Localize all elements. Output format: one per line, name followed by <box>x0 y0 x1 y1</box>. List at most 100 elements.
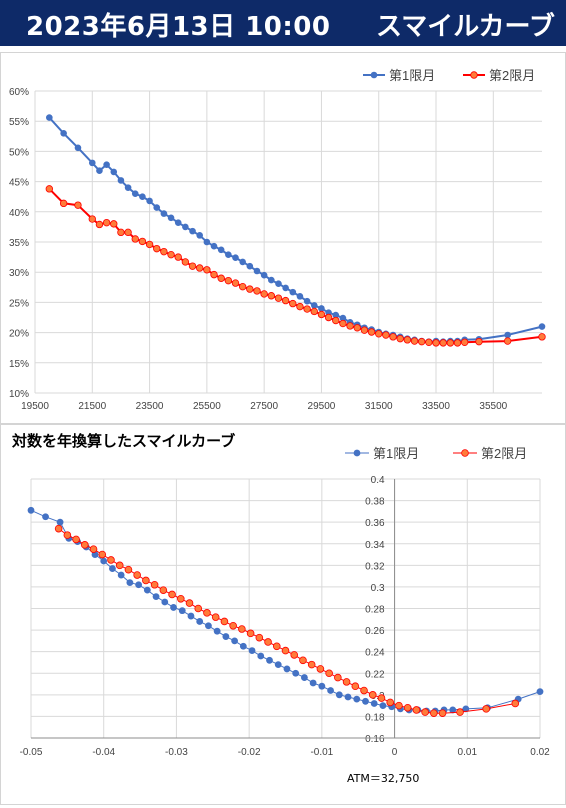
chart1-series2-point <box>231 279 240 287</box>
chart2-ytick-label: 0.22 <box>365 669 385 680</box>
chart2-series2-point <box>438 709 447 717</box>
chart1-ytick-label: 25% <box>9 298 29 309</box>
chart2-series2-point <box>482 705 490 713</box>
chart2-series1-point <box>292 669 300 677</box>
chart1-series1-point <box>289 288 297 296</box>
chart2-series1-point <box>327 687 334 694</box>
chart2-series2-point <box>168 590 176 599</box>
chart1-series2-point <box>439 339 447 347</box>
chart2-ytick-label: 0.38 <box>365 497 385 508</box>
chart1-series2-point <box>281 296 290 305</box>
chart2-ytick-label: 0.24 <box>365 648 385 659</box>
chart2-series2-point <box>368 691 377 699</box>
chart1-series1-point <box>239 258 246 266</box>
chart2-series2-point <box>115 561 124 570</box>
chart2-series1-point <box>187 612 195 620</box>
chart2-series1-point <box>135 581 143 589</box>
chart1-series1-point <box>253 267 261 275</box>
chart2-series1-point <box>353 695 361 703</box>
chart1-series2-point <box>210 270 218 279</box>
chart2-series1-point <box>117 571 125 579</box>
chart1-gridlines <box>34 90 542 394</box>
chart2-series1-point <box>266 656 273 664</box>
chart2-ytick-label: 0.16 <box>365 734 385 745</box>
chart1-xtick-label: 23500 <box>136 401 164 412</box>
chart1-series1-point <box>203 238 211 246</box>
chart2-series2-point <box>238 625 246 633</box>
chart2-series2-point <box>133 571 141 579</box>
chart1-ytick-label: 15% <box>9 359 29 370</box>
chart2-series2-point <box>456 708 464 716</box>
chart1-series1-point <box>210 242 218 250</box>
chart1-series2-point <box>274 294 283 302</box>
chart2-ytick-label: 0.36 <box>365 518 385 529</box>
chart1-series1-point <box>189 227 196 235</box>
chart1-series1-point <box>196 232 204 239</box>
chart2-legend-label: 第2限月 <box>481 446 527 461</box>
chart1-series1-point <box>110 168 118 176</box>
chart1-series2-point <box>346 322 354 330</box>
chart1-series2-point <box>460 338 469 346</box>
chart1-series1-point <box>275 280 282 287</box>
chart1-ytick-label: 55% <box>9 117 29 128</box>
chart2-series2-point <box>325 669 333 678</box>
chart1-series2-point <box>224 276 233 285</box>
chart2-series2-point <box>98 550 107 559</box>
chart1-series2-point <box>153 244 161 253</box>
chart1-series1-point <box>260 271 268 279</box>
chart1-series1-point <box>88 159 96 167</box>
chart1-series2-point <box>360 326 369 334</box>
chart2-series2-point <box>185 599 194 607</box>
chart1-series2-point <box>267 292 276 300</box>
chart2-series1-point <box>362 697 369 705</box>
chart1-series2-point <box>446 339 455 347</box>
chart2-series2-point <box>334 673 342 682</box>
chart2-title: 対数を年換算したスマイルカーブ <box>12 432 236 450</box>
chart2-ytick-label: 0.34 <box>365 540 385 551</box>
chart1-xtick-label: 33500 <box>422 401 450 412</box>
chart1-series2-point <box>324 313 333 322</box>
chart2-series2-point <box>54 524 63 533</box>
chart2-series1-point <box>222 633 230 640</box>
chart1-series1-point <box>103 161 110 168</box>
chart2-legend-marker <box>353 449 361 457</box>
chart2-svg: -0.05 -0.04 -0.03 -0.02 -0.01 0 0.01 0.02 0.16 0.… <box>20 446 551 758</box>
chart2-series1-point <box>143 586 151 594</box>
chart1-series2-point <box>453 339 462 347</box>
chart1-series2-point <box>95 220 104 229</box>
chart2-series1-point <box>178 607 186 615</box>
chart2-series2-point <box>203 609 211 617</box>
header-title: スマイルカーブ <box>376 12 555 42</box>
chart2-series2-point <box>89 545 98 553</box>
chart2-series2-point <box>421 708 429 716</box>
chart1-series2-point <box>367 328 376 336</box>
chart2-xtick-label: 0.01 <box>458 747 478 758</box>
chart2-series1-point <box>449 706 457 714</box>
chart1-series2-point <box>410 337 419 345</box>
chart2-series1-point <box>248 647 256 654</box>
chart1-series2-point <box>174 253 182 261</box>
chart1-series2-point <box>217 274 225 282</box>
chart1-series2-point <box>45 185 54 193</box>
chart2-ytick-label: 0.4 <box>371 475 385 486</box>
chart1-series2-point <box>203 266 211 274</box>
chart2-series1-point <box>27 506 35 514</box>
chart2-series2-point <box>150 580 159 589</box>
chart1-series2-point <box>88 215 96 223</box>
chart2-series1-point <box>170 604 177 611</box>
header-bar: 2023年6月13日 10:00 スマイルカーブ <box>0 0 566 46</box>
chart1-series2-point <box>188 262 197 270</box>
chart2-series2-point <box>342 678 351 686</box>
chart2-xtick-label: -0.01 <box>310 747 333 758</box>
chart1-series2-point <box>160 247 168 256</box>
chart2-series1-point <box>335 691 343 699</box>
chart1-series2-point <box>353 324 361 332</box>
chart1-series1-point <box>124 184 132 191</box>
chart2-series2-point <box>220 617 229 626</box>
chart1-series1-point <box>131 190 139 197</box>
chart1-ytick-label: 30% <box>9 268 29 279</box>
chart2-series1-point <box>231 637 239 645</box>
chart1-series1-point <box>217 246 225 254</box>
chart1-series2-point <box>167 250 175 259</box>
chart2-series1-point <box>205 622 212 630</box>
